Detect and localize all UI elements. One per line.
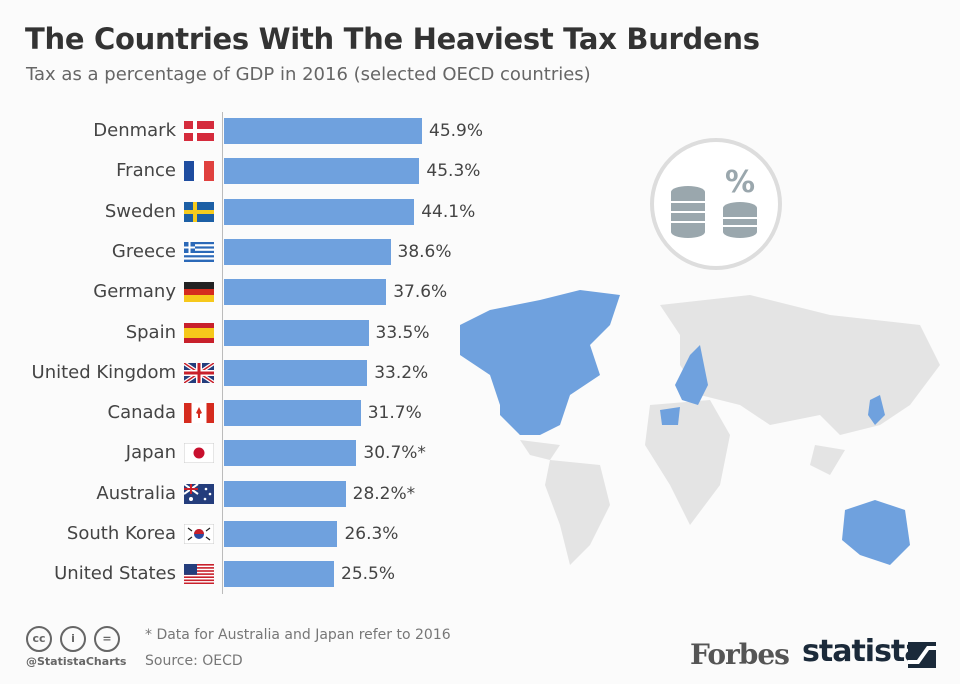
value-label-united-kingdom: 33.2% [374, 362, 429, 383]
flag-japan-icon [184, 443, 214, 464]
bar-spain [224, 319, 369, 346]
bar-south-korea [224, 521, 338, 547]
bar-germany [224, 279, 387, 306]
bar-greece [224, 238, 391, 265]
chart-subtitle: Tax as a percentage of GDP in 2016 (sele… [26, 64, 591, 85]
bar-japan [224, 440, 357, 467]
no-derivatives-icon: = [94, 626, 120, 652]
flag-sweden-icon [184, 201, 214, 222]
chart-title: The Countries With The Heaviest Tax Burd… [25, 22, 760, 56]
value-label-canada: 31.7% [367, 403, 422, 424]
category-label-canada: Canada [107, 402, 177, 424]
bar-united-kingdom [224, 359, 368, 386]
bar-united-states [224, 561, 334, 588]
bar-denmark [224, 118, 422, 144]
category-label-united-kingdom: United Kingdom [31, 361, 176, 383]
category-label-greece: Greece [111, 240, 176, 262]
svg-text:%: % [725, 165, 755, 200]
flag-spain-icon [184, 322, 214, 343]
source: Source: OECD [145, 653, 243, 669]
value-label-germany: 37.6% [393, 282, 448, 303]
world-map [460, 290, 940, 565]
value-label-spain: 33.5% [375, 322, 430, 343]
value-label-france: 45.3% [426, 161, 481, 182]
flag-denmark-icon [184, 121, 214, 141]
flag-greece-icon [184, 241, 214, 262]
value-label-denmark: 45.9% [429, 121, 484, 141]
category-label-japan: Japan [125, 442, 176, 464]
category-label-spain: Spain [125, 321, 176, 343]
attribution-icon: i [60, 626, 86, 652]
value-label-greece: 38.6% [397, 241, 452, 262]
flag-france-icon [184, 161, 214, 182]
flag-australia-icon [184, 483, 214, 504]
flag-united-kingdom-icon [184, 362, 214, 383]
category-label-united-states: United States [54, 563, 176, 585]
category-label-sweden: Sweden [104, 200, 176, 222]
statista-handle: @StatistaCharts [26, 655, 127, 668]
flag-germany-icon [184, 282, 214, 303]
category-label-france: France [116, 160, 176, 182]
flag-united-states-icon [184, 564, 214, 585]
category-label-south-korea: South Korea [66, 523, 176, 544]
flag-south-korea-icon [184, 524, 214, 544]
statista-logo: statista [802, 634, 925, 669]
category-label-denmark: Denmark [93, 120, 176, 141]
value-label-sweden: 44.1% [421, 201, 476, 222]
bar-canada [224, 400, 361, 427]
bar-france [224, 158, 420, 185]
flag-canada-icon [184, 403, 214, 424]
value-label-united-states: 25.5% [341, 564, 396, 585]
category-label-germany: Germany [93, 281, 176, 303]
bar-australia [224, 480, 346, 507]
y-axis-line [222, 112, 223, 594]
statista-logo-mark [908, 642, 936, 668]
footnote: * Data for Australia and Japan refer to … [145, 627, 451, 643]
value-label-south-korea: 26.3% [344, 524, 399, 544]
value-label-japan: 30.7%* [363, 443, 426, 464]
category-label-australia: Australia [96, 482, 176, 504]
bar-sweden [224, 198, 415, 225]
cc-icon: cc [26, 626, 52, 652]
value-label-australia: 28.2%* [352, 483, 416, 504]
forbes-logo: Forbes [690, 638, 790, 671]
coins-percent-icon: % [650, 138, 782, 270]
